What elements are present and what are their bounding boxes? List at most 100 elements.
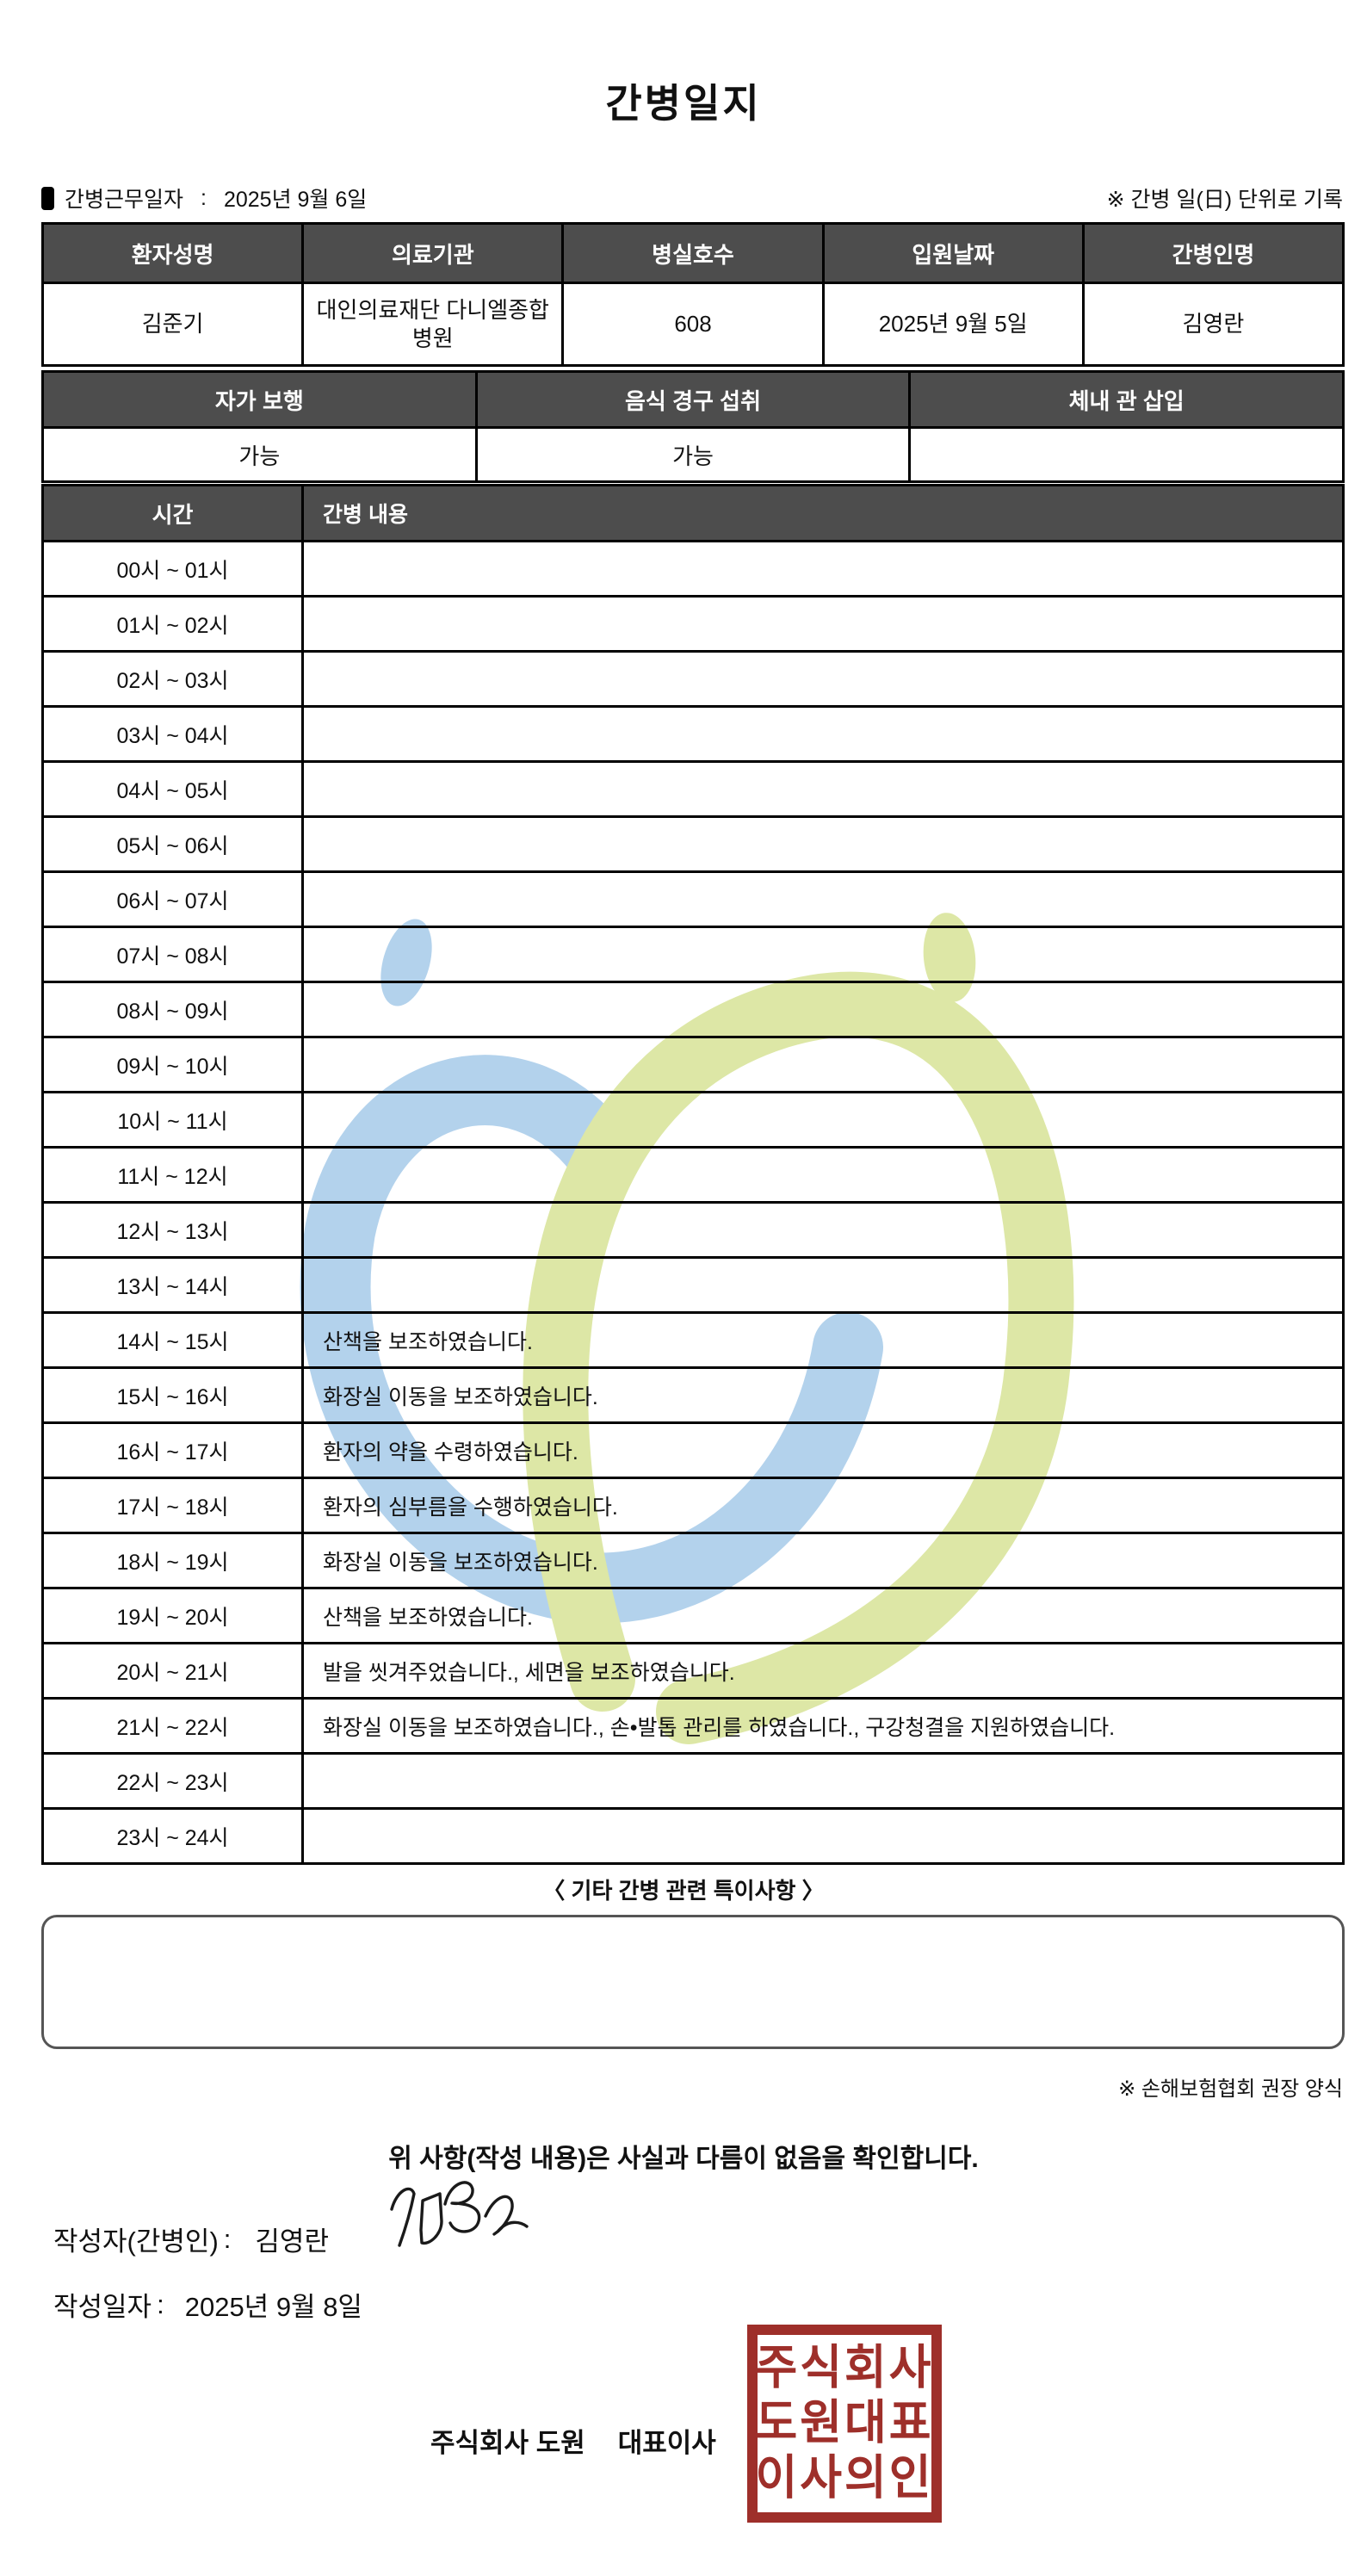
table-cell: 대인의료재단 다니엘종합 병원 xyxy=(301,284,561,364)
care-table-body: 00시 ~ 01시 01시 ~ 02시 02시 ~ 03시 03 xyxy=(44,540,1342,1862)
daily-record-note: ※ 간병 일(日) 단위로 기록 xyxy=(1106,188,1343,212)
column-header: 병실호수 xyxy=(561,225,822,282)
care-table-row: 09시 ~ 10시 xyxy=(44,1036,1342,1091)
stamp-text-line: 주식회사 xyxy=(755,2341,934,2395)
special-notes-box xyxy=(41,1915,1345,2049)
care-content-cell xyxy=(301,653,1342,705)
care-table-row: 04시 ~ 05시 xyxy=(44,760,1342,815)
time-slot-cell: 15시 ~ 16시 xyxy=(116,1384,229,1409)
time-column-header: 시간 xyxy=(44,486,301,540)
time-slot-cell: 11시 ~ 12시 xyxy=(117,1164,228,1189)
care-content-cell xyxy=(301,1204,1342,1256)
stamp-text-line: 도원대표 xyxy=(755,2396,934,2450)
table-cell: 가능 xyxy=(474,429,909,480)
care-content-cell xyxy=(301,1755,1342,1807)
signature-stroke xyxy=(419,2192,443,2245)
column-header: 입원날짜 xyxy=(821,225,1082,282)
care-content-cell: 환자의 약을 수령하였습니다. xyxy=(301,1424,1342,1477)
work-date-value: 2025년 9월 6일 xyxy=(223,188,368,212)
care-content-cell xyxy=(301,1038,1342,1091)
care-table-row: 02시 ~ 03시 xyxy=(44,650,1342,705)
care-table-row: 16시 ~ 17시 환자의 약을 수령하였습니다. xyxy=(44,1421,1342,1477)
writer-label: 작성자(간병인) xyxy=(53,2226,219,2257)
care-content-cell: 산책을 보조하였습니다. xyxy=(301,1589,1342,1642)
table-cell: 김준기 xyxy=(141,311,204,337)
time-slot-cell: 23시 ~ 24시 xyxy=(116,1825,229,1850)
care-content-cell xyxy=(301,928,1342,981)
time-slot-cell: 08시 ~ 09시 xyxy=(116,999,229,1024)
care-table-row: 03시 ~ 04시 xyxy=(44,705,1342,760)
care-table-row: 23시 ~ 24시 xyxy=(44,1807,1342,1862)
status-value-row: 가능 가능 xyxy=(44,426,1342,480)
care-table-row: 08시 ~ 09시 xyxy=(44,981,1342,1036)
written-date-value: 2025년 9월 8일 xyxy=(184,2292,362,2322)
column-header: 체내 관 삽입 xyxy=(908,373,1343,426)
care-content-cell xyxy=(301,1259,1342,1311)
care-table-row: 14시 ~ 15시 산책을 보조하였습니다. xyxy=(44,1311,1342,1366)
care-table-row: 13시 ~ 14시 xyxy=(44,1256,1342,1311)
care-content-cell xyxy=(301,1810,1342,1862)
time-slot-cell: 22시 ~ 23시 xyxy=(116,1770,229,1795)
care-content-cell: 화장실 이동을 보조하였습니다. xyxy=(301,1534,1342,1587)
care-table-header-row: 시간 간병 내용 xyxy=(44,486,1342,540)
time-slot-cell: 10시 ~ 11시 xyxy=(117,1109,228,1134)
column-header: 환자성명 xyxy=(44,225,302,282)
patient-info-header-row: 환자성명 의료기관 병실호수 입원날짜 간병인명 xyxy=(44,225,1343,282)
time-slot-cell: 06시 ~ 07시 xyxy=(116,889,229,913)
time-slot-cell: 02시 ~ 03시 xyxy=(116,668,229,693)
table-cell: 김영란 xyxy=(1081,284,1342,364)
company-representative-title: 대표이사 xyxy=(617,2428,716,2458)
corporate-seal-stamp: 주식회사 도원대표 이사의인 xyxy=(747,2325,942,2523)
handwritten-signature xyxy=(390,2181,529,2247)
time-slot-cell: 00시 ~ 01시 xyxy=(116,558,229,583)
meta-row: 간병근무일자 : 2025년 9월 6일 ※ 간병 일(日) 단위로 기록 xyxy=(41,183,1343,214)
patient-info-table: 환자성명 의료기관 병실호수 입원날짜 간병인명 김준기 대인의료재단 다니엘종합 병원 6… xyxy=(41,222,1345,367)
care-table-row: 01시 ~ 02시 xyxy=(44,595,1342,650)
writer-name: 김영란 xyxy=(255,2226,329,2257)
care-table-row: 18시 ~ 19시 화장실 이동을 보조하였습니다. xyxy=(44,1532,1342,1587)
care-table-row: 11시 ~ 12시 xyxy=(44,1146,1342,1201)
care-table-row: 17시 ~ 18시 환자의 심부름을 수행하였습니다. xyxy=(44,1477,1342,1532)
time-slot-cell: 16시 ~ 17시 xyxy=(116,1440,229,1464)
time-slot-cell: 20시 ~ 21시 xyxy=(116,1660,229,1685)
company-name: 주식회사 도원 xyxy=(430,2428,585,2458)
confirmation-statement: 위 사항(작성 내용)은 사실과 다름이 없음을 확인합니다. xyxy=(388,2145,979,2173)
stamp-text-line: 이사의인 xyxy=(755,2451,934,2505)
time-slot-cell: 01시 ~ 02시 xyxy=(116,613,229,638)
time-slot-cell: 13시 ~ 14시 xyxy=(116,1274,229,1299)
time-slot-cell: 19시 ~ 20시 xyxy=(116,1605,229,1630)
care-content-cell xyxy=(301,983,1342,1036)
written-date-label: 작성일자 xyxy=(53,2292,152,2322)
written-date-line: 작성일자 : 2025년 9월 8일 xyxy=(53,2285,362,2324)
care-table-row: 19시 ~ 20시 산책을 보조하였습니다. xyxy=(44,1587,1342,1642)
written-date-separator: : xyxy=(157,2288,164,2319)
care-content-cell: 산책을 보조하였습니다. xyxy=(301,1314,1342,1366)
care-table-row: 20시 ~ 21시 발을 씻겨주었습니다., 세면을 보조하였습니다. xyxy=(44,1642,1342,1697)
care-content-cell xyxy=(301,708,1342,760)
care-content-cell xyxy=(301,763,1342,815)
table-cell: 2025년 9월 5일 xyxy=(821,284,1082,364)
patient-status-table: 자가 보행 음식 경구 섭취 체내 관 삽입 가능 가능 xyxy=(41,370,1345,483)
column-header: 의료기관 xyxy=(301,225,562,282)
care-table-row: 22시 ~ 23시 xyxy=(44,1752,1342,1807)
care-content-cell xyxy=(301,1149,1342,1201)
table-cell xyxy=(908,429,1342,480)
patient-info-value-row: 김준기 대인의료재단 다니엘종합 병원 608 2025년 9월 5일 김영란 xyxy=(44,282,1342,364)
care-table-row: 21시 ~ 22시 화장실 이동을 보조하였습니다., 손•발톱 관리를 하였습… xyxy=(44,1697,1342,1752)
column-header: 자가 보행 xyxy=(44,373,475,426)
care-content-cell: 환자의 심부름을 수행하였습니다. xyxy=(301,1479,1342,1532)
work-date-line: 간병근무일자 : 2025년 9월 6일 xyxy=(41,183,367,214)
care-table-row: 07시 ~ 08시 xyxy=(44,926,1342,981)
care-table-row: 15시 ~ 16시 화장실 이동을 보조하였습니다. xyxy=(44,1366,1342,1421)
time-slot-cell: 09시 ~ 10시 xyxy=(116,1054,229,1079)
square-bullet-icon xyxy=(41,186,54,210)
recommended-form-note: ※ 손해보험협회 권장 양식 xyxy=(1118,2078,1343,2101)
time-slot-cell: 05시 ~ 06시 xyxy=(116,833,229,858)
work-date-separator: : xyxy=(201,185,207,210)
hourly-care-table: 시간 간병 내용 00시 ~ 01시 01시 ~ 02시 xyxy=(41,484,1345,1865)
care-content-cell xyxy=(301,542,1342,595)
time-slot-cell: 21시 ~ 22시 xyxy=(116,1715,229,1740)
time-slot-cell: 12시 ~ 13시 xyxy=(116,1219,229,1244)
status-header-row: 자가 보행 음식 경구 섭취 체내 관 삽입 xyxy=(44,373,1343,426)
